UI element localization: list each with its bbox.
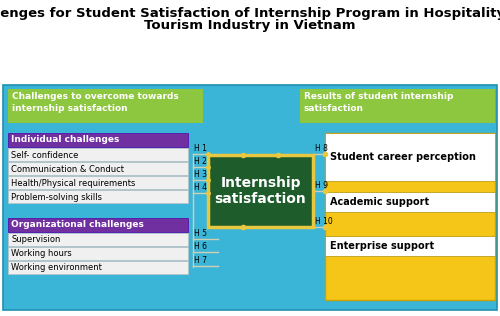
Text: H 9: H 9 <box>315 181 328 190</box>
Text: Working hours: Working hours <box>11 250 72 258</box>
Text: Health/Physical requirements: Health/Physical requirements <box>11 179 136 187</box>
Text: Academic support: Academic support <box>330 197 429 207</box>
Bar <box>8 190 188 203</box>
Bar <box>8 247 188 260</box>
Text: H 10: H 10 <box>315 217 333 226</box>
Text: Results of student internship
satisfaction: Results of student internship satisfacti… <box>304 92 454 113</box>
Text: H 4: H 4 <box>194 183 207 192</box>
Bar <box>8 233 188 246</box>
Bar <box>300 89 495 123</box>
Bar <box>8 162 188 175</box>
Bar <box>8 89 203 123</box>
Text: Problem-solving skills: Problem-solving skills <box>11 192 102 202</box>
Bar <box>8 148 188 161</box>
Text: H 5: H 5 <box>194 229 207 238</box>
Bar <box>3 85 497 310</box>
Text: H 1: H 1 <box>194 144 207 153</box>
Text: Individual challenges: Individual challenges <box>11 135 120 144</box>
Bar <box>325 192 495 212</box>
Text: H 8: H 8 <box>315 144 328 153</box>
Text: H 2: H 2 <box>194 157 207 166</box>
Bar <box>325 133 495 300</box>
Bar <box>8 261 188 274</box>
Bar <box>8 176 188 189</box>
Text: Student career perception: Student career perception <box>330 152 476 162</box>
Text: Internship
satisfaction: Internship satisfaction <box>214 176 306 206</box>
Text: H 3: H 3 <box>194 170 207 179</box>
Bar <box>325 133 495 181</box>
Text: Challenges for Student Satisfaction of Internship Program in Hospitality and: Challenges for Student Satisfaction of I… <box>0 7 500 20</box>
Text: H 6: H 6 <box>194 242 207 251</box>
Bar <box>325 236 495 256</box>
Text: Working environment: Working environment <box>11 264 102 272</box>
Text: Self- confidence: Self- confidence <box>11 150 78 160</box>
Text: Tourism Industry in Vietnam: Tourism Industry in Vietnam <box>144 19 356 32</box>
Text: H 7: H 7 <box>194 256 207 265</box>
Text: Organizational challenges: Organizational challenges <box>11 220 144 229</box>
Text: Enterprise support: Enterprise support <box>330 241 434 251</box>
Text: Communication & Conduct: Communication & Conduct <box>11 165 124 173</box>
Text: Challenges to overcome towards
internship satisfaction: Challenges to overcome towards internshi… <box>12 92 179 113</box>
Bar <box>8 133 188 147</box>
Bar <box>208 155 313 227</box>
Bar <box>8 218 188 232</box>
Text: Supervision: Supervision <box>11 235 60 245</box>
